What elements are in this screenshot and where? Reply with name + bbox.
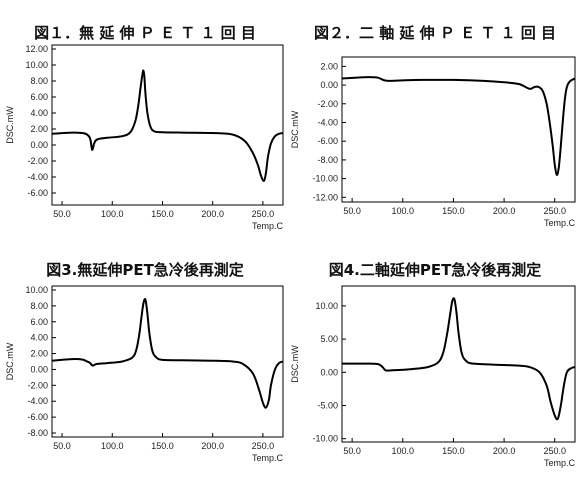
series-line bbox=[341, 297, 576, 421]
plot-frame bbox=[51, 44, 284, 206]
y-tick-label: 10.00 bbox=[25, 60, 48, 70]
y-tick-label: -4.00 bbox=[317, 117, 338, 127]
y-tick-label: -8.00 bbox=[27, 428, 48, 438]
x-tick-label: 50.0 bbox=[343, 206, 361, 216]
x-tick-label: 150.0 bbox=[151, 441, 174, 451]
x-tick-label: 50.0 bbox=[53, 209, 71, 219]
chart-panel-4: 図4.二軸延伸PET急冷後再測定 50.0 100.0 150.0 200.0 250.… bbox=[290, 244, 580, 488]
chart-svg: 50.0 100.0 150.0 200.0 250.0 12.00 10.00 8.00 6.… bbox=[5, 44, 284, 231]
x-axis-label: Temp.C bbox=[252, 221, 284, 231]
chart-svg: 50.0 100.0 150.0 200.0 250.0 10.00 8.00 6.00 4.0… bbox=[5, 285, 284, 463]
y-tick-label: -10.00 bbox=[312, 434, 338, 444]
series-line bbox=[51, 297, 284, 409]
series-line bbox=[51, 69, 284, 182]
chart-title: 図２．二 軸 延 伸 Ｐ Ｅ Ｔ １ 回 目 bbox=[313, 24, 556, 42]
y-tick-label: 8.00 bbox=[30, 301, 48, 311]
plot-frame bbox=[341, 285, 576, 443]
y-tick-label: 4.00 bbox=[30, 333, 48, 343]
y-tick-label: 2.00 bbox=[320, 61, 338, 71]
x-axis-label: Temp.C bbox=[544, 458, 576, 468]
y-tick-label: -2.00 bbox=[27, 380, 48, 390]
y-tick-label: 8.00 bbox=[30, 76, 48, 86]
y-tick-label: 12.00 bbox=[25, 44, 48, 54]
x-tick-label: 50.0 bbox=[53, 441, 71, 451]
y-tick-label: -10.00 bbox=[312, 174, 338, 184]
x-tick-label: 200.0 bbox=[201, 209, 224, 219]
x-tick-label: 100.0 bbox=[101, 209, 124, 219]
series-line bbox=[341, 76, 576, 176]
y-tick-label: 2.00 bbox=[30, 349, 48, 359]
y-axis-label: DSC.mW bbox=[5, 342, 15, 380]
y-tick-label: 4.00 bbox=[30, 108, 48, 118]
y-tick-label: -2.00 bbox=[27, 156, 48, 166]
y-tick-label: 0.00 bbox=[30, 364, 48, 374]
y-tick-label: -4.00 bbox=[27, 172, 48, 182]
x-tick-label: 50.0 bbox=[343, 446, 361, 456]
y-tick-label: -4.00 bbox=[27, 396, 48, 406]
chart-title: 図3.無延伸PET急冷後再測定 bbox=[46, 261, 244, 279]
y-axis-label: DSC.mW bbox=[290, 110, 300, 148]
x-tick-label: 150.0 bbox=[151, 209, 174, 219]
y-tick-label: 0.00 bbox=[320, 367, 338, 377]
y-tick-label: 6.00 bbox=[30, 317, 48, 327]
chart-title: 図１．無 延 伸 Ｐ Ｅ Ｔ １ 回 目 bbox=[34, 24, 256, 42]
plot-frame bbox=[341, 56, 576, 203]
y-axis-label: DSC.mW bbox=[5, 106, 15, 144]
chart-panel-1: 図１．無 延 伸 Ｐ Ｅ Ｔ １ 回 目 50.0 100.0 150.0 200.0… bbox=[0, 0, 290, 244]
x-tick-label: 200.0 bbox=[201, 441, 224, 451]
x-tick-label: 150.0 bbox=[442, 206, 465, 216]
y-tick-label: -6.00 bbox=[27, 412, 48, 422]
y-tick-label: 10.00 bbox=[315, 301, 338, 311]
x-axis-label: Temp.C bbox=[544, 218, 576, 228]
y-tick-label: -5.00 bbox=[317, 400, 338, 410]
x-tick-label: 250.0 bbox=[543, 446, 566, 456]
x-tick-label: 250.0 bbox=[543, 206, 566, 216]
chart-svg: 50.0 100.0 150.0 200.0 250.0 2.00 0.00 -2.00 -4.… bbox=[290, 56, 576, 228]
y-tick-label: 6.00 bbox=[30, 92, 48, 102]
y-tick-label: -8.00 bbox=[317, 155, 338, 165]
chart-title: 図4.二軸延伸PET急冷後再測定 bbox=[328, 261, 542, 279]
y-tick-label: 2.00 bbox=[30, 124, 48, 134]
chart-svg: 50.0 100.0 150.0 200.0 250.0 10.00 5.00 0.00 -5.… bbox=[290, 285, 576, 468]
y-axis-label: DSC.mW bbox=[290, 345, 300, 383]
x-tick-label: 100.0 bbox=[101, 441, 124, 451]
x-tick-label: 250.0 bbox=[252, 441, 275, 451]
y-tick-label: 5.00 bbox=[320, 334, 338, 344]
y-tick-label: -6.00 bbox=[27, 188, 48, 198]
y-tick-label: 10.00 bbox=[25, 285, 48, 295]
x-tick-label: 250.0 bbox=[252, 209, 275, 219]
y-tick-label: -12.00 bbox=[312, 192, 338, 202]
x-tick-label: 100.0 bbox=[392, 206, 415, 216]
x-tick-label: 100.0 bbox=[392, 446, 415, 456]
y-tick-label: -6.00 bbox=[317, 136, 338, 146]
y-tick-label: -2.00 bbox=[317, 99, 338, 109]
x-tick-label: 200.0 bbox=[493, 206, 516, 216]
x-tick-label: 150.0 bbox=[442, 446, 465, 456]
chart-panel-3: 図3.無延伸PET急冷後再測定 50.0 100.0 150.0 200.0 250.0… bbox=[0, 244, 290, 488]
x-axis-label: Temp.C bbox=[252, 453, 284, 463]
x-tick-label: 200.0 bbox=[493, 446, 516, 456]
y-tick-label: 0.00 bbox=[30, 140, 48, 150]
chart-panel-2: 図２．二 軸 延 伸 Ｐ Ｅ Ｔ １ 回 目 50.0 100.0 150.0 200… bbox=[290, 0, 580, 244]
y-tick-label: 0.00 bbox=[320, 80, 338, 90]
